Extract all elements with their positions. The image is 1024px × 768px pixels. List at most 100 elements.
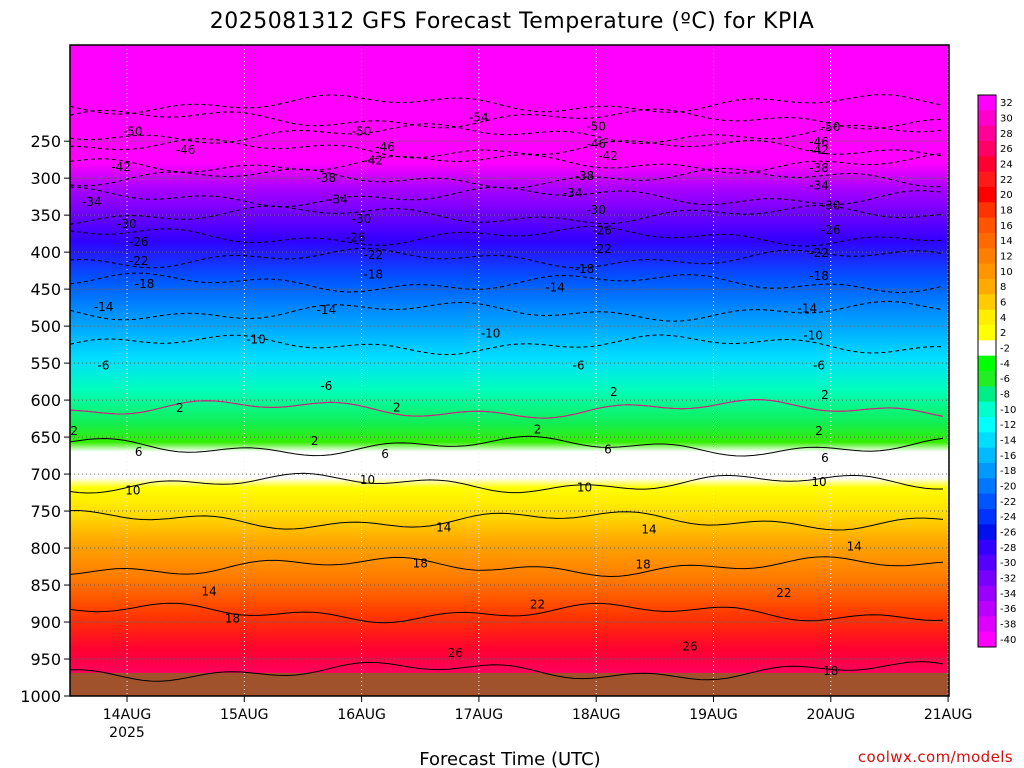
colorbar-swatch <box>978 570 996 587</box>
contour-label: -10 <box>246 332 266 346</box>
x-tick-label: 19AUG <box>689 707 738 723</box>
y-tick-label: 450 <box>30 280 61 299</box>
contour-label: 2 <box>610 385 618 399</box>
y-tick-label: 350 <box>30 206 61 225</box>
y-tick-label: 550 <box>30 354 61 373</box>
colorbar-swatch <box>978 555 996 571</box>
contour-label: 6 <box>604 443 612 457</box>
colorbar-swatch <box>978 125 996 142</box>
source-credit: coolwx.com/models <box>858 748 1013 766</box>
contour-line--14 <box>70 272 944 294</box>
contour-label: -46 <box>375 140 395 154</box>
contour-label: 10 <box>577 480 592 494</box>
colorbar-tick-label: -14 <box>1000 436 1016 447</box>
contour-label: -34 <box>563 186 583 200</box>
contour-label: -26 <box>821 223 841 237</box>
contour-label: 22 <box>776 586 791 600</box>
colorbar-swatch <box>978 585 996 602</box>
contour-line--34 <box>70 168 944 189</box>
contour-label: -14 <box>798 301 818 315</box>
contour-label: -42 <box>111 160 131 174</box>
colorbar-tick-label: -6 <box>1000 374 1010 385</box>
y-tick-label: 700 <box>30 465 61 484</box>
contour-line-26 <box>70 661 944 682</box>
x-tick-label: 21AUG <box>924 707 973 723</box>
colorbar-swatch <box>978 509 996 525</box>
colorbar-tick-label: -4 <box>1000 359 1010 370</box>
colorbar-swatch <box>978 478 996 495</box>
colorbar-swatch <box>978 325 996 341</box>
colorbar-tick-label: 22 <box>1000 175 1013 186</box>
colorbar-tick-label: -26 <box>1000 528 1016 539</box>
colorbar: 32 30 28 26 24 22 20 18 16 14 12 10 8 6 4 2 -2 -4 -6 -8 -10 -… <box>977 94 1016 648</box>
x-tick-label: 14AUG <box>103 707 152 723</box>
colorbar-swatch <box>978 493 996 510</box>
colorbar-tick-label: 18 <box>1000 206 1013 217</box>
grid <box>70 45 949 696</box>
contour-labels: -54-50 -50 -50 -50-46 -46 -46 -46-42 -42 -42 -42-… <box>70 94 944 682</box>
colorbar-tick-label: 10 <box>1000 267 1013 278</box>
chart-title: 2025081312 GFS Forecast Temperature (ºC)… <box>210 9 815 34</box>
colorbar-tick-label: 32 <box>1000 98 1013 109</box>
contour-label: 22 <box>530 597 545 611</box>
contour-label: 2 <box>176 401 184 415</box>
colorbar-swatch <box>978 233 996 249</box>
contour-label: 18 <box>823 664 838 678</box>
contour-label: -34 <box>328 193 348 207</box>
contour-line-18 <box>70 556 944 578</box>
colorbar-swatch <box>978 141 996 157</box>
contour-label: -6 <box>98 358 110 372</box>
contour-label: 26 <box>682 639 697 653</box>
colorbar-swatch <box>978 355 996 372</box>
y-tick-label: 1000 <box>20 687 61 706</box>
x-tick-label: 17AUG <box>455 707 504 723</box>
contour-label: -6 <box>813 358 825 372</box>
contour-label: 2 <box>70 424 78 438</box>
contour-label: -50 <box>123 125 143 139</box>
colorbar-tick-label: -40 <box>1000 635 1016 646</box>
contour-label: 6 <box>381 447 389 461</box>
y-tick-label: 650 <box>30 428 61 447</box>
colorbar-swatch <box>978 340 996 357</box>
contour-label: 10 <box>811 475 826 489</box>
colorbar-swatch <box>978 432 996 449</box>
colorbar-swatch <box>978 187 996 203</box>
colorbar-tick-label: -12 <box>1000 420 1016 431</box>
contour-label: -26 <box>346 230 366 244</box>
contour-label: -50 <box>352 125 372 139</box>
contour-label: -30 <box>352 212 372 226</box>
contour-label: -42 <box>364 153 384 167</box>
contour-label: 2 <box>311 434 319 448</box>
colorbar-tick-label: -38 <box>1000 620 1016 631</box>
y-tick-label: 950 <box>30 650 61 669</box>
contour-line-22 <box>70 602 944 624</box>
y-tick-label: 250 <box>30 132 61 151</box>
colorbar-tick-label: 28 <box>1000 129 1013 140</box>
x-tick-label: 16AUG <box>337 707 386 723</box>
ground-band <box>70 673 949 696</box>
contour-label: -46 <box>809 135 829 149</box>
contour-label: -42 <box>809 143 829 157</box>
colorbar-tick-label: -2 <box>1000 344 1010 355</box>
contour-label: -22 <box>592 242 612 256</box>
colorbar-tick-label: -24 <box>1000 512 1016 523</box>
contour-label: -38 <box>317 171 337 185</box>
colorbar-swatch <box>978 386 996 403</box>
colorbar-swatch <box>978 263 996 280</box>
y-tick-label: 500 <box>30 317 61 336</box>
y-axis: 250 300 350 400 450 500 550 600 650 700 750 800 850 9… <box>20 132 70 706</box>
colorbar-tick-label: 16 <box>1000 221 1013 232</box>
contour-label: -46 <box>176 143 196 157</box>
contour-label: -46 <box>586 137 606 151</box>
y-tick-label: 850 <box>30 576 61 595</box>
colorbar-tick-label: -34 <box>1000 589 1016 600</box>
contour-label: -22 <box>129 254 149 268</box>
colorbar-tick-label: 6 <box>1000 298 1006 309</box>
contour-label: 14 <box>201 585 216 599</box>
contour-label: 14 <box>847 540 862 554</box>
contour-label: -50 <box>586 119 606 133</box>
y-tick-label: 800 <box>30 539 61 558</box>
contour-label: -38 <box>809 161 829 175</box>
contour-label: -42 <box>598 149 618 163</box>
